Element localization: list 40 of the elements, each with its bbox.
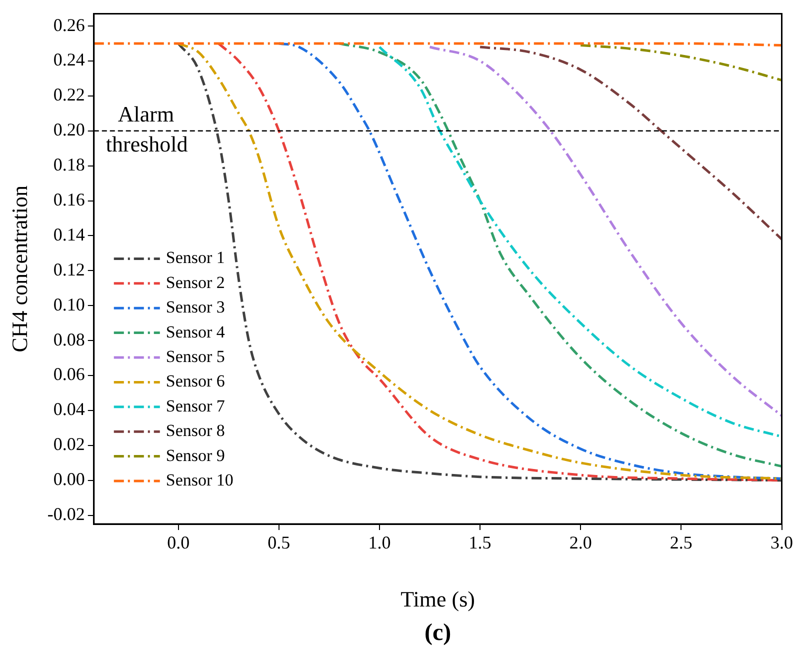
y-tick-label: 0.10 [53, 294, 85, 314]
line-series [579, 44, 782, 82]
x-tick-label: 1.5 [468, 532, 492, 553]
line-series [378, 46, 782, 438]
legend-label: Sensor 6 [166, 372, 225, 391]
y-tick-label: 0.12 [53, 259, 85, 280]
y-tick-label: 0.08 [53, 329, 85, 350]
y-tick-label: -0.02 [47, 504, 85, 524]
legend-label: Sensor 2 [166, 272, 225, 292]
x-tick-label: 0.0 [167, 532, 190, 553]
y-tick-label: 0.02 [53, 434, 85, 454]
ref-line-label: Alarm threshold [106, 102, 188, 157]
x-tick-label: 3.0 [770, 532, 793, 553]
legend-label: Sensor 8 [166, 421, 225, 440]
legend-label: Sensor 3 [166, 298, 225, 317]
y-tick-label: 0.18 [53, 154, 85, 175]
legend-label: Sensor 9 [166, 446, 225, 465]
x-tick-label: 2.5 [670, 532, 692, 553]
y-tick-label: 0.16 [53, 189, 85, 210]
x-tick-label: 0.5 [268, 532, 290, 553]
legend-label: Sensor 4 [166, 322, 226, 342]
legend-label: Sensor 5 [166, 346, 225, 366]
y-tick-label: 0.06 [53, 364, 85, 384]
y-tick-label: 0.00 [53, 469, 85, 490]
y-tick-label: 0.20 [53, 120, 85, 140]
legend-label: Sensor 10 [166, 470, 234, 490]
y-tick-label: 0.04 [53, 399, 85, 420]
line-series [478, 46, 782, 240]
line-series [428, 46, 782, 417]
legend-label: Sensor 7 [166, 396, 226, 416]
x-axis-title: Time (s) [400, 586, 476, 612]
x-tick-label: 1.0 [368, 532, 391, 553]
x-tick-label: 2.0 [569, 532, 592, 553]
legend-label: Sensor 1 [166, 248, 225, 268]
y-tick-label: 0.22 [53, 84, 85, 105]
y-tick-label: 0.24 [53, 50, 85, 70]
text: (c) [424, 620, 452, 646]
y-tick-label: 0.26 [53, 14, 85, 35]
y-axis-title: CH4 concentration [6, 186, 32, 352]
y-tick-label: 0.14 [53, 224, 85, 244]
